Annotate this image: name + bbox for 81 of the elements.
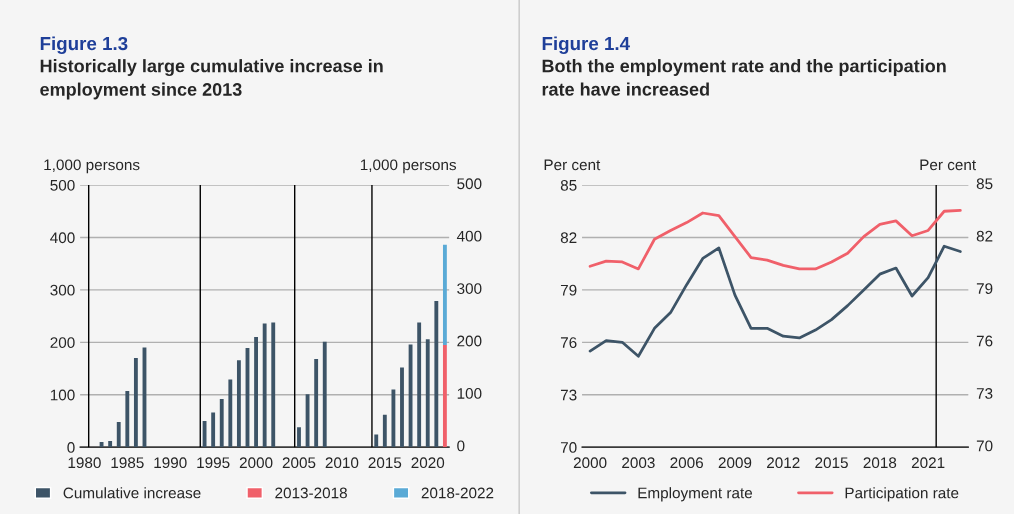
bar [297,427,301,448]
legend-label: Cumulative increase [63,487,201,499]
x-tick-label: 2015 [815,457,848,469]
legend-label: Employment rate [638,487,753,502]
x-tick-label: 2020 [411,457,445,469]
x-tick-label: 2009 [718,457,752,469]
x-tick-label: 1980 [68,457,101,469]
y-tick-label: 79 [560,284,577,296]
y-tick-label: 100 [50,389,75,401]
line-series [588,244,962,358]
y2-tick-label: 79 [976,283,993,294]
bar [271,322,276,448]
y-tick-label: 300 [50,284,75,296]
y-tick-label: 500 [50,179,75,191]
x-tick-label: 2003 [622,457,655,469]
x-tick-label: 2006 [670,457,703,469]
y-tick-label: 73 [560,389,577,401]
bar [211,412,216,448]
y2-tick-label: 73 [976,388,993,399]
bar [262,323,267,448]
bar [322,341,327,448]
bar [374,434,379,448]
x-tick-label: 1995 [197,457,230,469]
bar [254,337,258,448]
chart-title: Figure 1.3 [40,36,128,54]
bar [305,394,310,448]
y-tick-label: 200 [50,337,75,349]
y2-tick-label: 100 [457,388,482,399]
y-tick-label: 400 [50,232,75,244]
y2-tick-label: 400 [456,230,482,242]
x-tick-label: 2000 [573,457,607,469]
bar [314,359,319,448]
y2-tick-label: 76 [976,335,993,347]
y-tick-label: 70 [560,442,577,453]
y-tick-label: 0 [67,442,75,453]
bar [391,389,396,448]
bar [442,244,447,345]
y-axis-title: 1,000 persons [44,159,140,174]
y2-tick-label: 200 [457,335,482,347]
x-tick-label: 2015 [368,457,402,469]
x-tick-label: 2018 [863,457,897,469]
bar [434,300,439,448]
y-tick-label: 76 [560,337,577,349]
x-tick-label: 2005 [282,457,316,469]
bar [408,344,413,448]
y2-tick-label: 82 [976,230,993,242]
bar [228,379,233,448]
x-tick-label: 2021 [911,457,945,469]
chart-subtitle: Historically large cumulative increase in employment since 2013 [40,59,383,100]
bar [108,440,113,448]
bar [133,358,138,448]
bar [116,422,121,448]
bar [125,391,130,448]
y2-tick-label: 300 [457,283,482,294]
legend-label: 2013-2018 [275,487,347,499]
x-tick-label: 1990 [154,457,187,469]
bar [236,360,241,448]
bar [219,398,224,448]
bar [417,322,422,448]
bar [382,414,387,448]
y2-tick-label: 0 [457,440,465,452]
line-series [588,208,962,271]
x-tick-label: 2012 [767,457,800,469]
bar [425,339,430,448]
chart-subtitle: Both the employment rate and the participation rate have increased [542,59,946,96]
legend-label: Participation rate [845,487,959,502]
y-axis-title: Per cent [544,159,601,171]
chart-title: Figure 1.4 [542,36,630,54]
bar [400,367,404,448]
y-tick-label: 85 [560,179,577,191]
bar [442,344,447,448]
y2-tick-label: 70 [976,440,993,452]
x-tick-label: 2000 [239,457,273,469]
y-tick-label: 82 [560,232,577,244]
y2-tick-label: 500 [457,178,482,190]
x-tick-label: 2010 [325,457,359,469]
y2-axis-title: 1,000 persons [360,159,457,174]
y2-axis-title: Per cent [920,159,976,171]
y2-tick-label: 85 [976,178,993,190]
x-tick-label: 1985 [111,457,144,469]
legend-label: 2018-2022 [421,487,494,499]
